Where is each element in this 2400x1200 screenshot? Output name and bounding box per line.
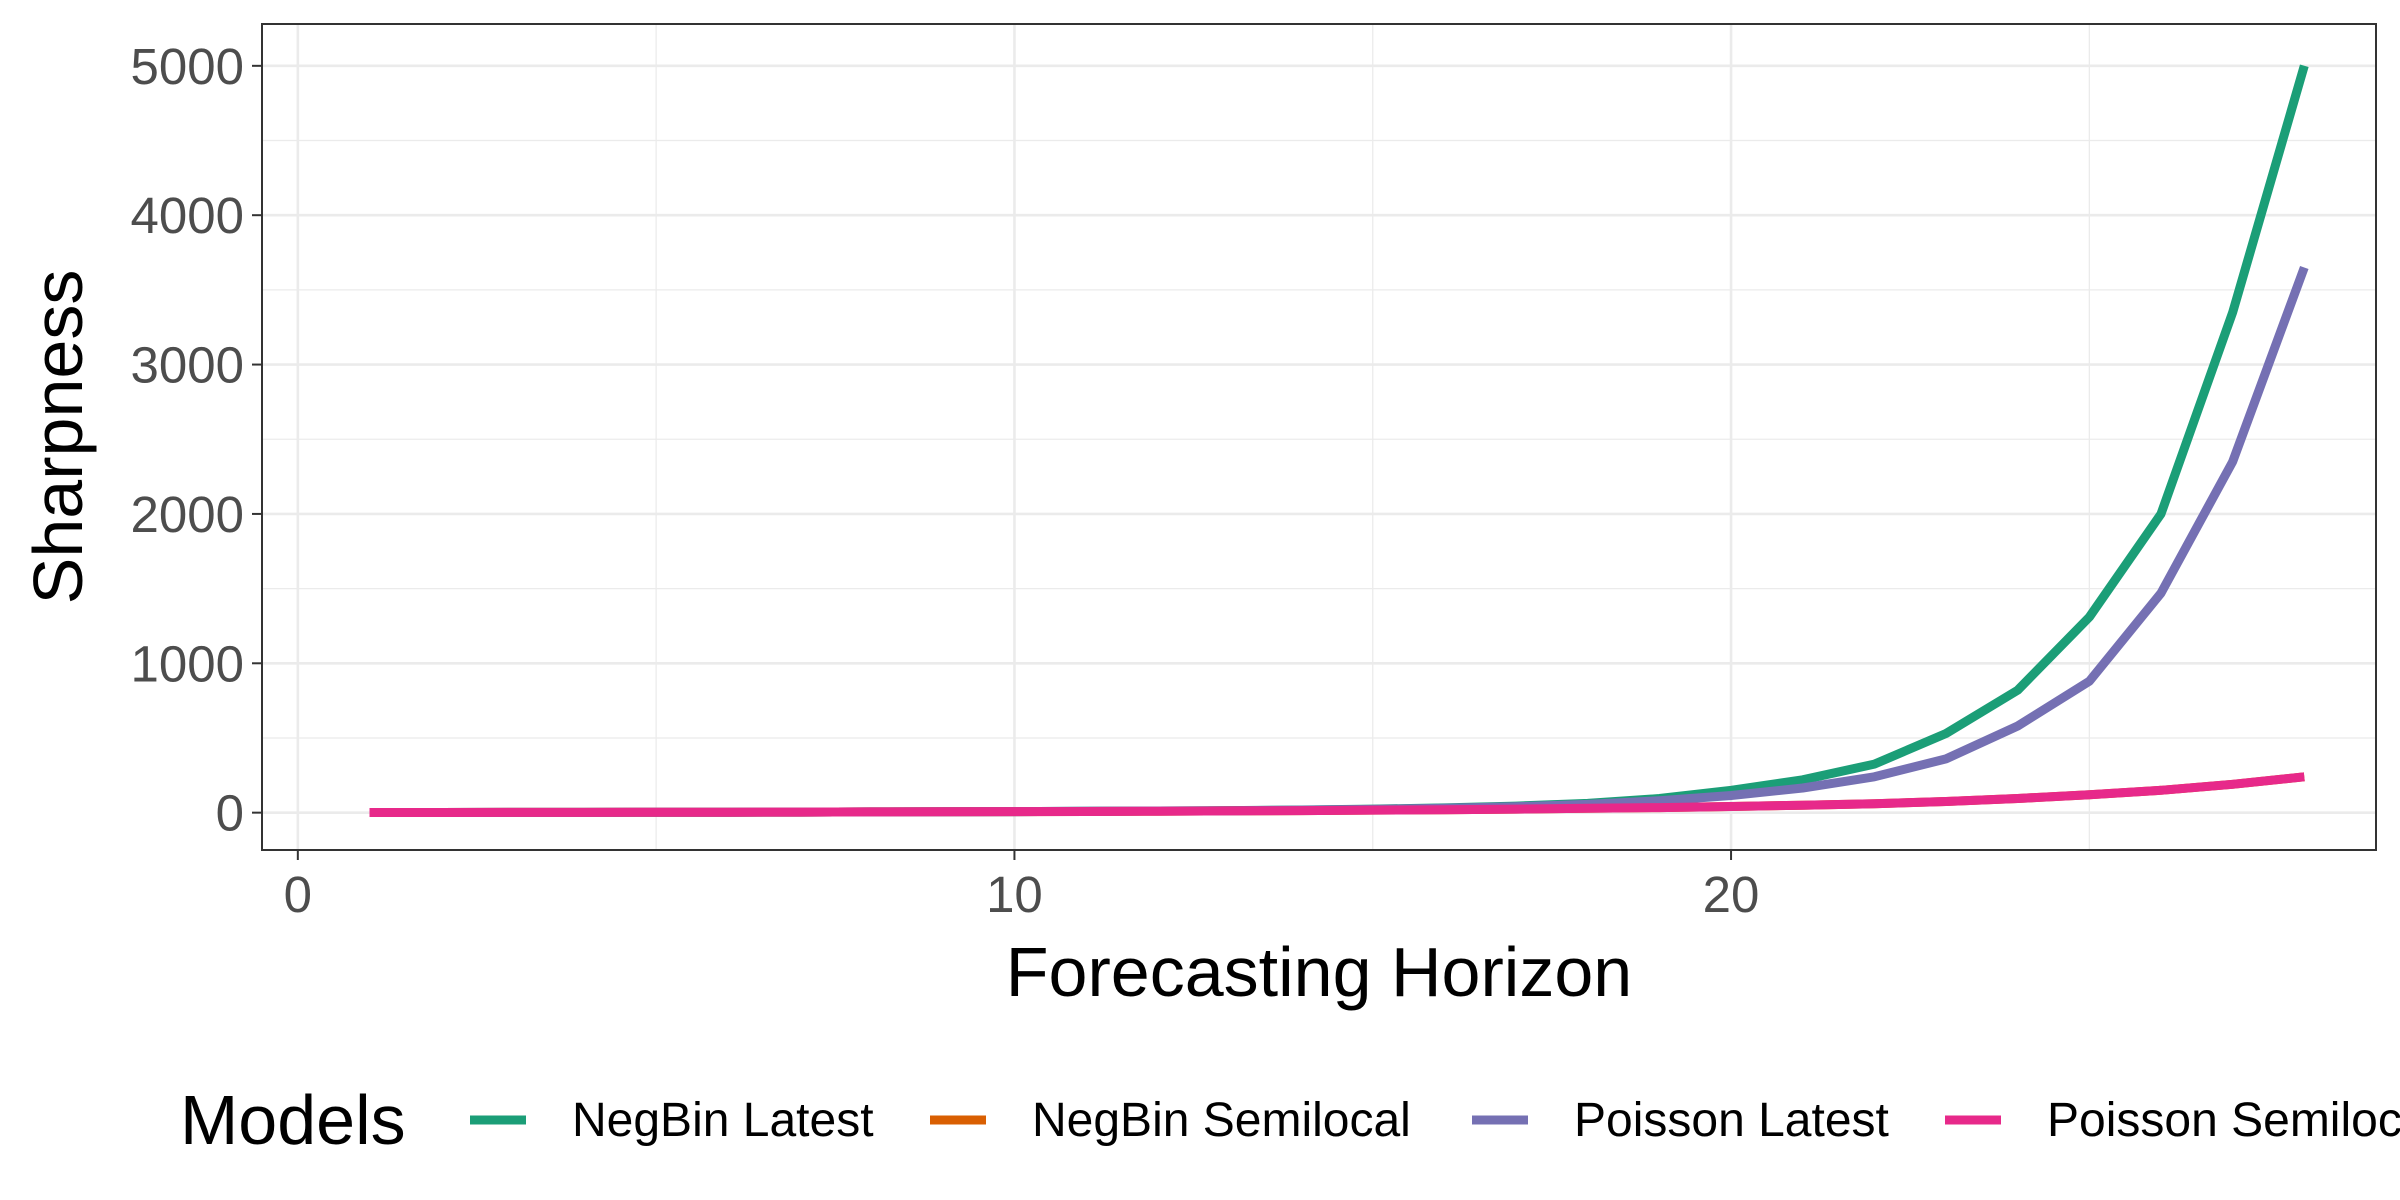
legend-label: Poisson Semilocal xyxy=(2047,1094,2400,1147)
legend-items: NegBin Latest NegBin Semilocal Poisson Lat… xyxy=(470,1094,2400,1147)
x-axis-title: Forecasting Horizon xyxy=(1006,933,1632,1011)
y-tick-label: 0 xyxy=(216,785,244,842)
y-axis-ticks: 0 1000 2000 3000 4000 5000 xyxy=(131,38,262,842)
y-tick-label: 1000 xyxy=(131,635,244,692)
x-tick-label: 20 xyxy=(1703,866,1760,923)
minor-gridlines xyxy=(262,24,2376,850)
series-lines xyxy=(369,64,2309,817)
plot-panel-border xyxy=(261,23,2377,851)
legend-label: NegBin Semilocal xyxy=(1032,1094,1411,1147)
x-axis-ticks: 0 10 20 xyxy=(284,850,1760,923)
x-tick-label: 0 xyxy=(284,866,312,923)
series-line-poisson-semilocal xyxy=(369,772,2305,817)
x-tick-label: 10 xyxy=(986,866,1043,923)
legend-title: Models xyxy=(180,1081,406,1159)
y-tick-label: 2000 xyxy=(131,486,244,543)
y-tick-label: 3000 xyxy=(131,337,244,394)
legend: Models NegBin Latest NegBin Semilocal Pois… xyxy=(180,1081,2400,1159)
y-tick-label: 4000 xyxy=(131,187,244,244)
y-axis-title: Sharpness xyxy=(19,270,97,605)
y-tick-label: 5000 xyxy=(131,38,244,95)
legend-label: NegBin Latest xyxy=(572,1094,874,1147)
legend-label: Poisson Latest xyxy=(1574,1094,1889,1147)
